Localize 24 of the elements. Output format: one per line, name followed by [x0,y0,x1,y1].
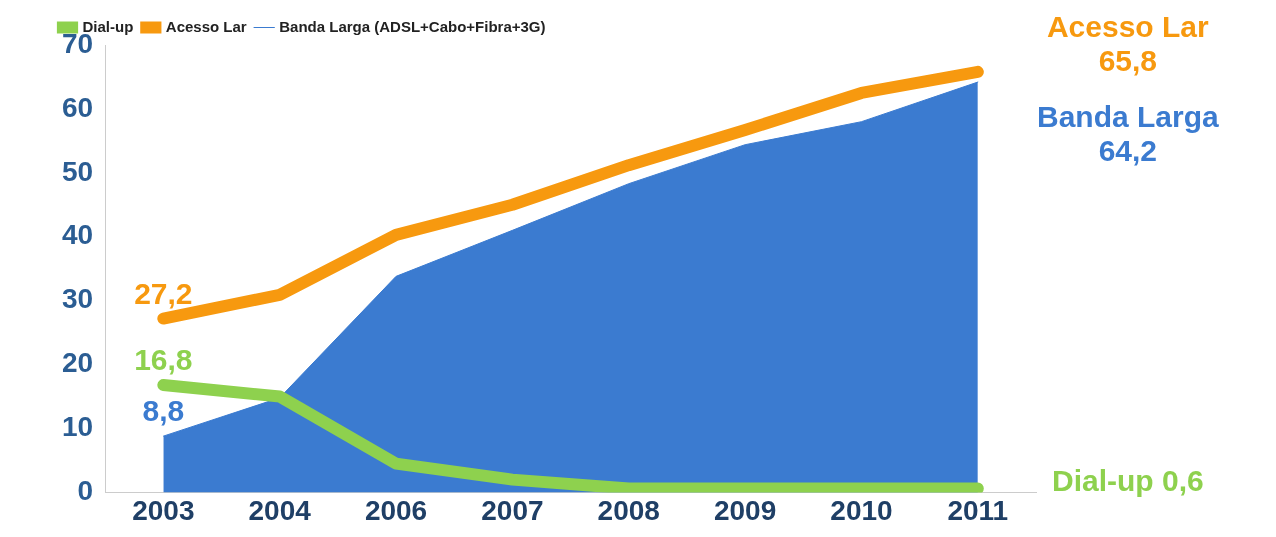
x-tick-label: 2007 [481,494,544,526]
annotation: Dial-up 0,6 [1051,463,1204,497]
x-tick-label: 2010 [830,494,893,526]
y-tick-label: 20 [61,347,94,379]
annotation: 16,8 [134,343,193,377]
y-tick-label: 10 [61,411,94,443]
x-tick-label: 2006 [364,494,428,526]
annotation: Banda Larga 64,2 [1036,100,1219,168]
x-tick-label: 2011 [947,494,1009,526]
annotation: 27,2 [134,276,193,310]
y-tick-label: 0 [77,475,94,507]
x-tick-label: 2009 [713,494,777,526]
x-tick-label: 2004 [248,494,312,526]
x-tick-label: 2003 [132,494,195,526]
annotation: Acesso Lar 65,8 [1046,10,1210,78]
x-tick-label: 2008 [597,494,660,526]
legend-label: Banda Larga (ADSL+Cabo+Fibra+3G) [279,17,546,35]
legend-label: Acesso Lar [165,17,247,35]
y-tick-label: 60 [61,91,94,123]
y-tick-label: 30 [61,283,94,315]
annotation: 8,8 [142,394,185,428]
y-tick-label: 40 [61,219,94,251]
legend-label: Dial-up [82,17,134,35]
y-tick-label: 50 [61,155,94,187]
